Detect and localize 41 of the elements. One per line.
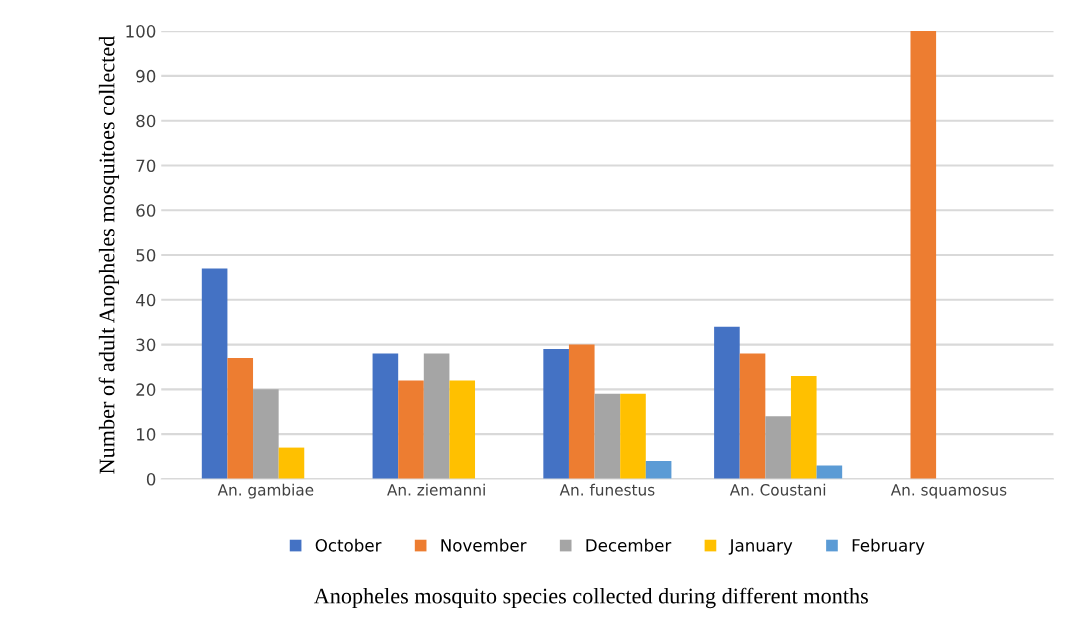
bar <box>620 393 646 479</box>
y-tick-label: 80 <box>136 114 156 128</box>
y-tick-label: 20 <box>136 383 156 396</box>
y-tick-label: 50 <box>136 248 156 262</box>
y-tick-label: 60 <box>136 204 156 217</box>
x-tick-label: An. Coustani <box>729 483 826 496</box>
x-tick-label: An. gambiae <box>217 483 314 499</box>
x-axis-title: Anopheles mosquito species collected during different months <box>313 587 868 609</box>
bar <box>790 375 817 479</box>
bar <box>398 380 424 479</box>
bar <box>253 389 279 479</box>
y-tick-label: 70 <box>136 159 156 173</box>
bar <box>594 393 621 479</box>
x-tick-label: An. funestus <box>559 483 655 496</box>
bar <box>543 349 569 479</box>
legend-label: October <box>315 538 382 552</box>
y-tick-label: 40 <box>136 293 156 307</box>
y-tick-label: 10 <box>137 428 156 441</box>
bar <box>714 326 740 479</box>
legend-label: December <box>586 538 672 552</box>
y-tick-label: 30 <box>136 338 156 352</box>
bar <box>910 31 937 479</box>
x-tick-label: An. squamosus <box>890 484 1007 499</box>
bar <box>568 344 595 479</box>
y-tick-label: 90 <box>136 69 156 83</box>
bar <box>645 461 672 479</box>
bar <box>449 380 476 479</box>
y-axis-title: Number of adult Anopheles mosquitoes collected <box>98 35 120 474</box>
y-tick-label: 100 <box>126 25 156 38</box>
bar <box>765 416 791 479</box>
bar <box>278 447 305 479</box>
bar <box>201 268 228 479</box>
x-tick-label: An. ziemanni <box>387 483 485 496</box>
legend-label: January <box>728 539 793 555</box>
y-tick-label: 0 <box>146 472 156 486</box>
bar <box>227 358 254 479</box>
bar <box>372 353 399 479</box>
legend-label: November <box>441 538 527 552</box>
bar <box>423 353 450 479</box>
bar <box>739 353 766 479</box>
legend-label: February <box>852 538 925 555</box>
